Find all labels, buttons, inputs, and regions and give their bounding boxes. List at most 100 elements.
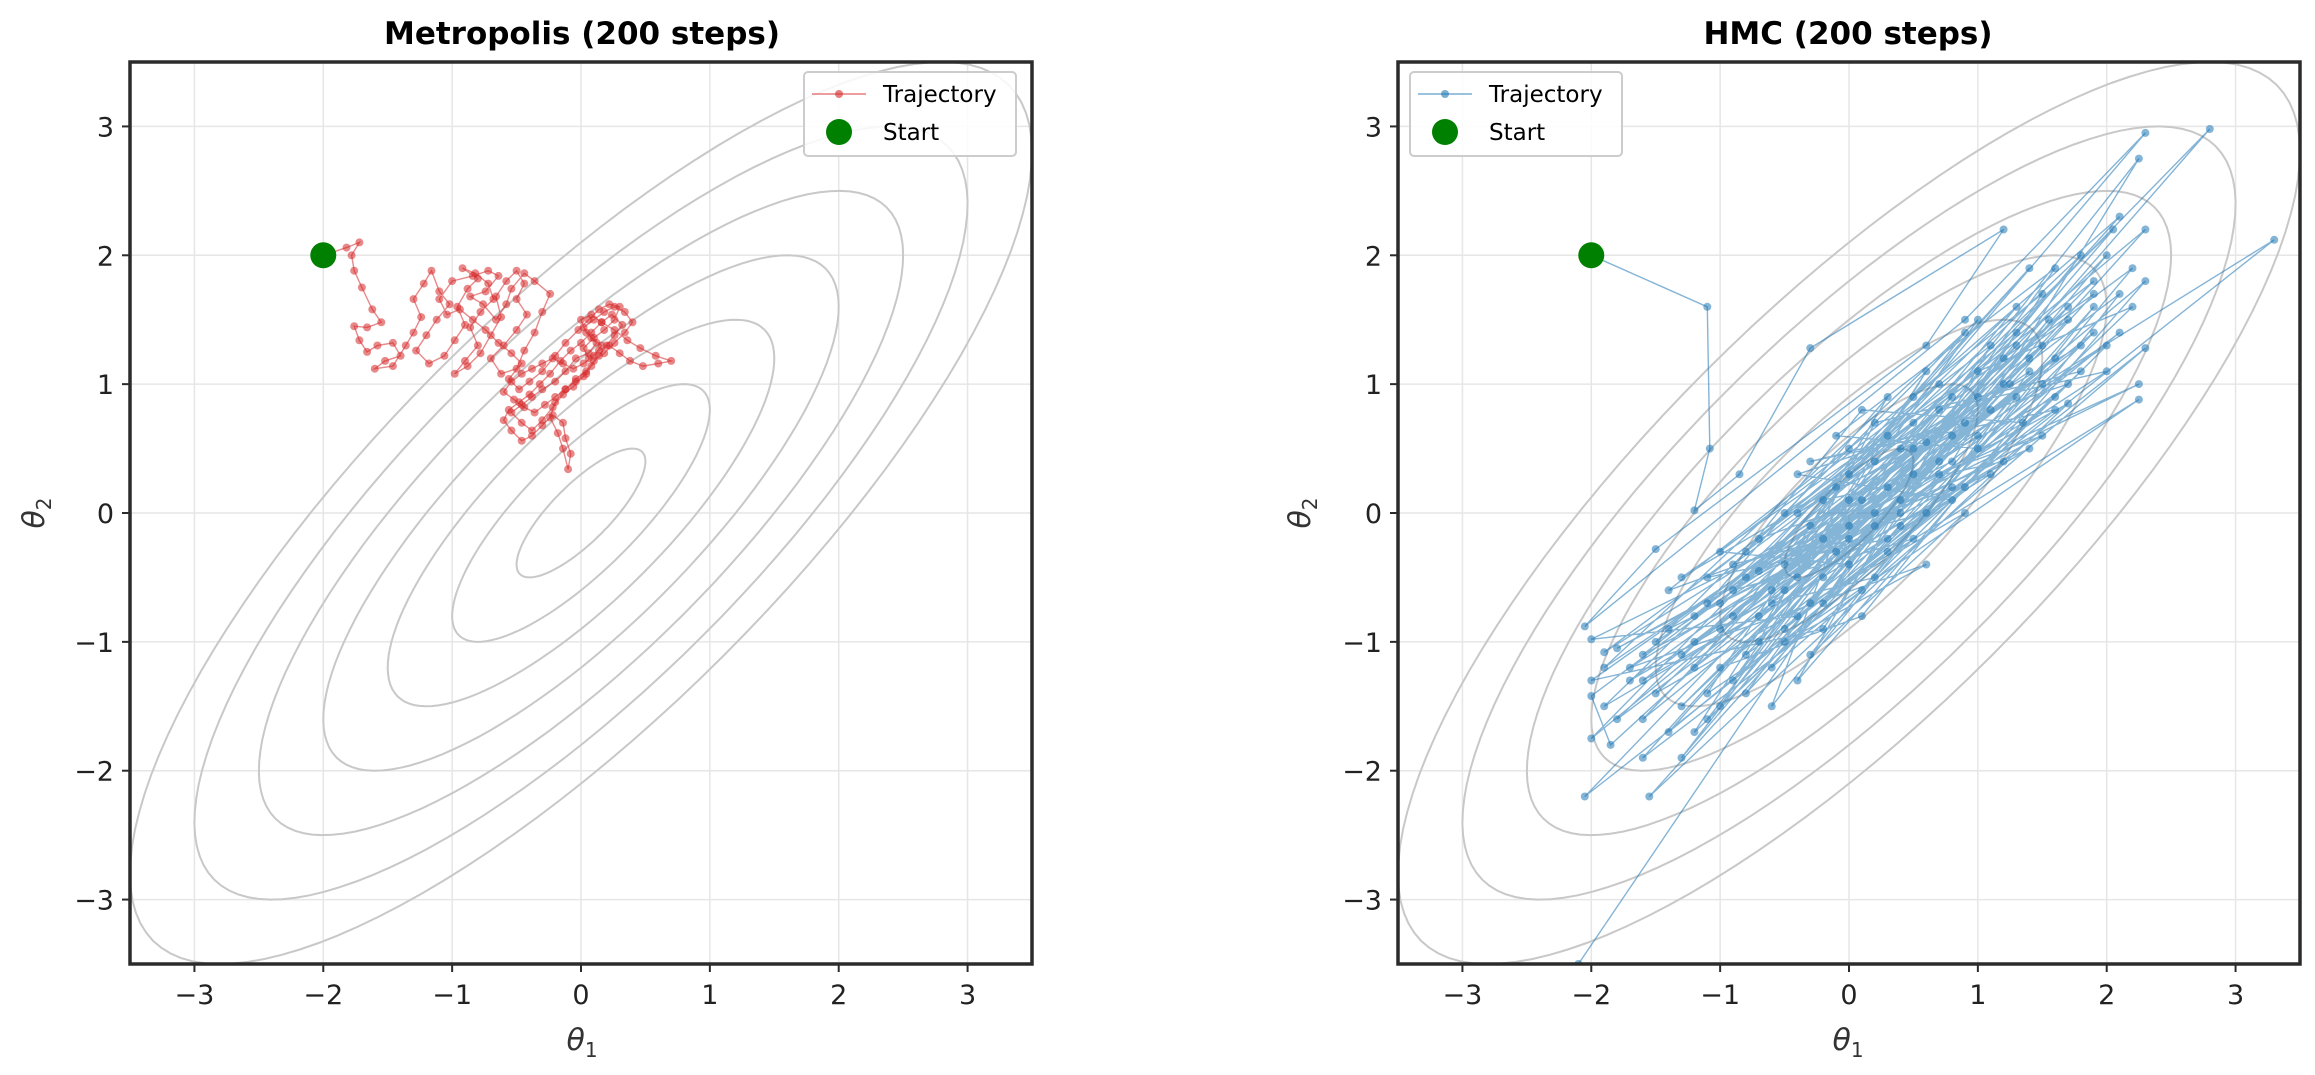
hmc-trajectory-point	[1948, 496, 1957, 505]
hmc-trajectory-point	[1922, 509, 1931, 517]
hmc-trajectory-point	[1935, 405, 1944, 414]
hmc-trajectory-point	[1729, 560, 1737, 569]
hmc-trajectory-point	[1870, 521, 1879, 530]
metropolis-trajectory-point	[654, 359, 663, 368]
hmc-trajectory-point	[2064, 315, 2073, 324]
hmc-trajectory-point	[1754, 612, 1763, 621]
metropolis-trajectory-point	[412, 346, 421, 355]
hmc-trajectory-point	[1793, 573, 1802, 582]
hmc-ylabel: θ2	[1283, 497, 1322, 528]
metropolis-trajectory-point	[548, 354, 557, 363]
metropolis-trajectory-point	[517, 359, 526, 368]
hmc-trajectory-point	[1935, 470, 1944, 479]
metropolis-trajectory-point	[559, 359, 567, 368]
hmc-trajectory-point	[1606, 740, 1615, 749]
metropolis-trajectory-point	[497, 369, 506, 378]
hmc-trajectory-point	[1729, 586, 1737, 595]
hmc-ytick-label-3: 0	[1365, 499, 1382, 530]
hmc-trajectory-point	[1870, 457, 1879, 466]
hmc-trajectory-point	[1999, 225, 2008, 234]
hmc-ytick-label-6: 3	[1365, 112, 1382, 143]
hmc-trajectory-point	[1690, 663, 1699, 672]
hmc-trajectory-point	[1896, 521, 1905, 530]
metropolis-trajectory-point	[589, 351, 598, 360]
hmc-trajectory-point	[1845, 521, 1853, 530]
hmc-trajectory-point	[1741, 573, 1750, 582]
hmc-trajectory-point	[1961, 483, 1969, 492]
metropolis-trajectory-point	[551, 393, 560, 401]
metropolis-trajectory-point	[517, 418, 526, 427]
hmc-trajectory-point	[1754, 567, 1763, 575]
hmc-trajectory-point	[1677, 702, 1686, 711]
hmc-xtick-label-0: −3	[1443, 980, 1483, 1011]
metropolis-trajectory-point	[502, 277, 511, 286]
metropolis-trajectory-point	[481, 326, 490, 334]
hmc-trajectory-point	[1780, 586, 1789, 595]
metropolis-trajectory-point	[530, 408, 539, 417]
metropolis-trajectory-point	[546, 369, 555, 378]
metropolis-trajectory-point	[569, 364, 578, 373]
metropolis-trajectory-point	[597, 341, 606, 350]
hmc-trajectory-point	[1999, 380, 2008, 389]
hmc-trajectory-point	[1909, 444, 1918, 453]
hmc-trajectory-point	[1767, 586, 1776, 595]
hmc-panel: HMC (200 steps) θ2 θ1 −3 −2 −1 0 1 2 3 −3 −2 −1 0 1…	[1283, 16, 2302, 1062]
hmc-trajectory-point	[1677, 573, 1686, 582]
metropolis-trajectory-point	[510, 395, 518, 404]
metropolis-xtick-label-2: −1	[432, 980, 472, 1011]
hmc-trajectory-point	[2051, 405, 2060, 414]
hmc-trajectory-point	[1896, 496, 1905, 505]
metropolis-trajectory-point	[463, 284, 472, 293]
hmc-trajectory-point	[2038, 431, 2047, 440]
hmc-trajectory-point	[1896, 444, 1905, 453]
hmc-trajectory-point	[1883, 547, 1892, 556]
hmc-trajectory-point	[1832, 547, 1841, 556]
hmc-trajectory-point	[1986, 470, 1995, 479]
metropolis-trajectory-point	[363, 323, 372, 332]
metropolis-trajectory-point	[396, 351, 405, 360]
metropolis-trajectory-point	[455, 305, 464, 314]
metropolis-trajectory-point	[626, 356, 634, 365]
hmc-trajectory-point	[1819, 496, 1828, 505]
hmc-ytick-label-4: 1	[1365, 370, 1382, 401]
metropolis-trajectory-point	[443, 310, 451, 319]
metropolis-trajectory-point	[540, 400, 549, 409]
hmc-contour-3	[1590, 254, 2108, 772]
metropolis-trajectory-point	[517, 369, 526, 378]
metropolis-panel: Metropolis (200 steps) θ2 θ1 −3 −2 −1 0 1 2 3 −…	[17, 16, 1034, 1062]
hmc-trajectory-point	[2038, 289, 2047, 298]
hmc-contour-4	[1525, 189, 2173, 837]
hmc-trajectory-point	[1845, 534, 1853, 543]
metropolis-trajectory-point	[610, 331, 619, 340]
hmc-trajectory-point	[1845, 560, 1853, 569]
metropolis-trajectory-point	[473, 341, 482, 350]
hmc-trajectory-point	[2141, 128, 2150, 137]
metropolis-trajectory-point	[564, 465, 573, 474]
metropolis-trajectory-point	[417, 313, 426, 322]
hmc-trajectory-point	[1857, 496, 1866, 505]
metropolis-title: Metropolis (200 steps)	[384, 16, 780, 52]
hmc-ytick-label-2: −1	[1342, 628, 1382, 659]
hmc-trajectory-point	[1587, 635, 1596, 644]
hmc-trajectory-point	[1664, 586, 1673, 595]
metropolis-trajectory-point	[492, 292, 500, 301]
metropolis-ytick-label-4: 1	[97, 370, 114, 401]
hmc-legend-start-label: Start	[1489, 120, 1545, 146]
metropolis-trajectory-point	[479, 300, 488, 309]
hmc-xtick-label-2: −1	[1700, 980, 1740, 1011]
metropolis-trajectory-point	[468, 315, 477, 324]
metropolis-trajectory-point	[507, 284, 516, 293]
metropolis-trajectory-point	[373, 341, 382, 350]
hmc-trajectory-point	[2076, 341, 2085, 350]
hmc-trajectory-point	[1909, 470, 1918, 479]
hmc-trajectory-point	[2064, 302, 2073, 311]
metropolis-trajectory-point	[435, 287, 444, 296]
metropolis-trajectory-point	[566, 346, 575, 355]
metropolis-trajectory-point	[507, 377, 516, 386]
metropolis-trajectory-point	[427, 266, 436, 275]
metropolis-trajectory-point	[512, 326, 521, 334]
metropolis-ytick-label-0: −3	[74, 886, 114, 917]
metropolis-trajectory-point	[571, 377, 580, 386]
hmc-trajectory-point	[2012, 393, 2021, 401]
metropolis-trajectory-point	[520, 403, 529, 412]
